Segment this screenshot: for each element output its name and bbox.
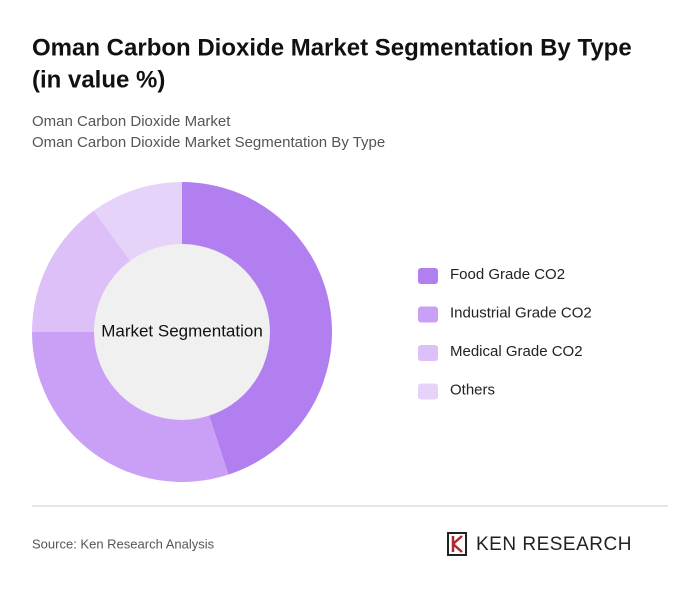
donut-hole	[94, 244, 270, 420]
legend-swatch	[418, 268, 438, 284]
chart-title: Oman Carbon Dioxide Market Segmentation …	[32, 34, 632, 61]
logo-text: KEN RESEARCH	[476, 534, 632, 555]
source: Source: Ken Research Analysis	[32, 536, 215, 551]
legend-label: Food Grade CO2	[450, 266, 565, 283]
subtitle: Oman Carbon Dioxide Market Segmentation …	[32, 134, 385, 151]
legend-swatch	[418, 306, 438, 323]
center-label: Market Segmentation	[101, 321, 263, 340]
legend-label: Others	[450, 381, 495, 398]
legend-label: Medical Grade CO2	[450, 343, 583, 360]
logo-icon	[447, 532, 467, 556]
logo-icon	[451, 535, 463, 553]
legend-swatch	[418, 345, 438, 361]
legend-swatch	[418, 383, 438, 400]
logo: KEN RESEARCH	[447, 532, 632, 556]
subtitle: Oman Carbon Dioxide Market	[32, 113, 231, 130]
legend-label: Industrial Grade CO2	[450, 304, 592, 321]
chart-title: (in value %)	[32, 66, 165, 93]
